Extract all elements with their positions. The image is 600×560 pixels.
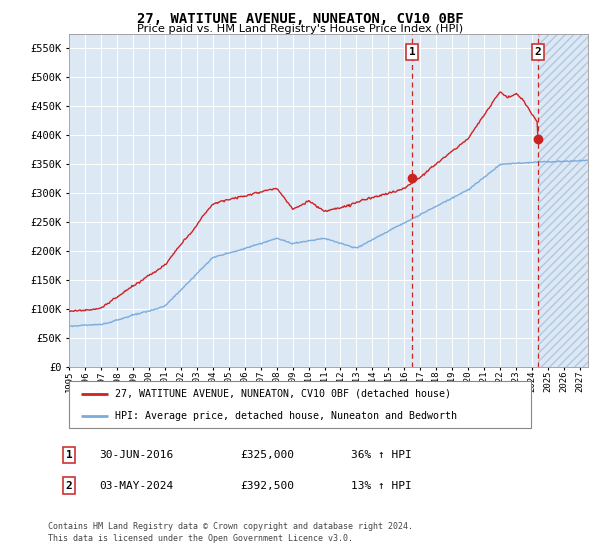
Text: 13% ↑ HPI: 13% ↑ HPI	[351, 480, 412, 491]
Text: 36% ↑ HPI: 36% ↑ HPI	[351, 450, 412, 460]
Text: 1: 1	[409, 47, 416, 57]
Text: £325,000: £325,000	[240, 450, 294, 460]
Text: 27, WATITUNE AVENUE, NUNEATON, CV10 0BF (detached house): 27, WATITUNE AVENUE, NUNEATON, CV10 0BF …	[115, 389, 451, 399]
Text: This data is licensed under the Open Government Licence v3.0.: This data is licensed under the Open Gov…	[48, 534, 353, 543]
Text: 2: 2	[65, 480, 73, 491]
Text: 03-MAY-2024: 03-MAY-2024	[99, 480, 173, 491]
Text: Price paid vs. HM Land Registry's House Price Index (HPI): Price paid vs. HM Land Registry's House …	[137, 24, 463, 34]
Text: 2: 2	[535, 47, 541, 57]
Text: 30-JUN-2016: 30-JUN-2016	[99, 450, 173, 460]
Text: 27, WATITUNE AVENUE, NUNEATON, CV10 0BF: 27, WATITUNE AVENUE, NUNEATON, CV10 0BF	[137, 12, 463, 26]
Text: 1: 1	[65, 450, 73, 460]
Text: £392,500: £392,500	[240, 480, 294, 491]
FancyBboxPatch shape	[69, 381, 531, 428]
Text: HPI: Average price, detached house, Nuneaton and Bedworth: HPI: Average price, detached house, Nune…	[115, 410, 457, 421]
Text: Contains HM Land Registry data © Crown copyright and database right 2024.: Contains HM Land Registry data © Crown c…	[48, 522, 413, 531]
Bar	[538, 34, 588, 367]
